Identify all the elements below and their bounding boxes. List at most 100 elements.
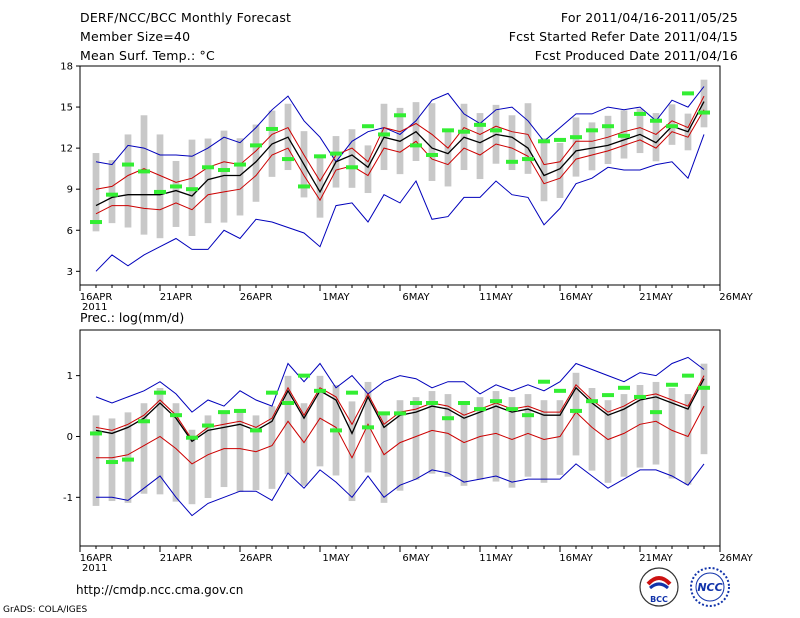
prec-observed-marker — [106, 460, 118, 465]
prec-spread-box — [620, 394, 628, 477]
temp-observed-marker — [410, 143, 422, 148]
temp-observed-marker — [650, 118, 662, 123]
prec-observed-marker — [122, 457, 134, 462]
prec-line-max — [95, 356, 705, 413]
prec-observed-marker — [394, 411, 406, 416]
prec-observed-marker — [490, 399, 502, 404]
temp-xtick-label: 16MAY — [559, 292, 593, 303]
temp-observed-marker — [170, 184, 182, 189]
prec-xtick-label: 16MAY — [559, 553, 593, 564]
prec-xtick-label: 21MAY — [639, 553, 673, 564]
temp-observed-marker — [698, 110, 710, 115]
temp-spread-box — [108, 160, 116, 224]
prec-spread-box — [92, 415, 100, 506]
prec-observed-marker — [234, 408, 246, 413]
prec-observed-marker — [186, 435, 198, 440]
prec-xtick-label: 26MAY — [719, 553, 753, 564]
prec-spread-box — [668, 388, 676, 479]
temp-spread-box — [348, 129, 356, 188]
prec-xtick-label: 26APR — [240, 553, 273, 564]
temp-observed-marker — [426, 152, 438, 157]
temp-xtick-label: 1MAY — [322, 292, 350, 303]
temp-line-min — [95, 134, 705, 272]
temp-spread-box — [316, 154, 324, 218]
prec-spread-box — [252, 415, 260, 491]
temp-observed-marker — [330, 151, 342, 156]
temp-observed-marker — [570, 135, 582, 140]
temp-line-lower — [95, 109, 705, 215]
prec-spread-box — [444, 394, 452, 477]
prec-spread-box — [204, 415, 212, 498]
temp-spread-box — [364, 145, 372, 194]
prec-observed-marker — [618, 385, 630, 390]
temp-observed-marker — [458, 129, 470, 134]
prec-spread-box — [396, 400, 404, 491]
grads-credit: GrADS: COLA/IGES — [3, 605, 88, 615]
prec-observed-marker — [266, 390, 278, 395]
prec-observed-marker — [410, 401, 422, 406]
fcst-produced-date: Fcst Produced Date 2011/04/16 — [534, 48, 738, 63]
prec-year-label: 2011 — [82, 563, 107, 574]
temp-spread-box — [652, 113, 660, 162]
prec-observed-marker — [426, 401, 438, 406]
temp-spread-box — [172, 160, 180, 227]
prec-spread-box — [412, 397, 420, 480]
prec-spread-box — [540, 400, 548, 483]
bcc-logo: BCC — [639, 567, 679, 607]
temp-xtick-label: 6MAY — [402, 292, 430, 303]
temp-observed-marker — [506, 159, 518, 164]
ncc-logo: NCC — [690, 567, 730, 607]
temp-spread-box — [556, 142, 564, 198]
temp-year-label: 2011 — [82, 302, 107, 313]
temp-observed-marker — [314, 154, 326, 159]
prec-observed-marker — [474, 407, 486, 412]
prec-observed-marker — [698, 385, 710, 390]
prec-spread-box — [588, 388, 596, 471]
temp-observed-marker — [202, 165, 214, 170]
temp-observed-marker — [554, 137, 566, 142]
chart-title: DERF/NCC/BCC Monthly Forecast — [80, 10, 292, 25]
prec-spread-box — [236, 409, 244, 492]
prec-observed-marker — [634, 394, 646, 399]
temp-xtick-label: 11MAY — [479, 292, 513, 303]
prec-observed-marker — [362, 425, 374, 430]
prec-spread-box — [380, 412, 388, 503]
prec-spread-box — [108, 418, 116, 502]
prec-observed-marker — [378, 411, 390, 416]
prec-observed-marker — [138, 419, 150, 424]
prec-spread-box — [684, 394, 692, 485]
prec-observed-marker — [90, 431, 102, 436]
temp-observed-marker — [378, 132, 390, 137]
prec-xtick-label: 6MAY — [402, 553, 430, 564]
temp-observed-marker — [234, 162, 246, 167]
temp-spread-box — [540, 138, 548, 202]
prec-ytick-label: 0 — [67, 432, 73, 443]
temp-observed-marker — [362, 124, 374, 129]
prec-xtick-label: 1MAY — [322, 553, 350, 564]
temp-observed-marker — [682, 91, 694, 96]
prec-line-min — [96, 463, 705, 517]
temp-spread-box — [140, 115, 148, 235]
temp-observed-marker — [618, 133, 630, 138]
prec-spread-box — [428, 391, 436, 474]
prec-spread-box — [284, 375, 292, 475]
temp-spread-box — [636, 108, 644, 154]
prec-spread-box — [172, 403, 180, 502]
temp-spread-box — [204, 138, 212, 224]
bcc-logo-text: BCC — [650, 595, 668, 604]
variable-label: Mean Surf. Temp.: °C — [80, 48, 215, 63]
temp-observed-marker — [394, 113, 406, 118]
temp-observed-marker — [282, 157, 294, 162]
temp-observed-marker — [346, 165, 358, 170]
temp-xtick-label: 16APR — [80, 292, 113, 303]
prec-spread-box — [460, 403, 468, 486]
temp-observed-marker — [218, 168, 230, 173]
footer-url[interactable]: http://cmdp.ncc.cma.gov.cn — [76, 583, 244, 597]
temp-spread-box — [508, 115, 516, 171]
temp-xtick-label: 26APR — [240, 292, 273, 303]
ncc-logo-text: NCC — [697, 581, 722, 594]
temp-spread-box — [588, 122, 596, 171]
prec-observed-marker — [282, 401, 294, 406]
prec-spread-box — [700, 363, 708, 455]
temp-xtick-label: 21APR — [160, 292, 193, 303]
